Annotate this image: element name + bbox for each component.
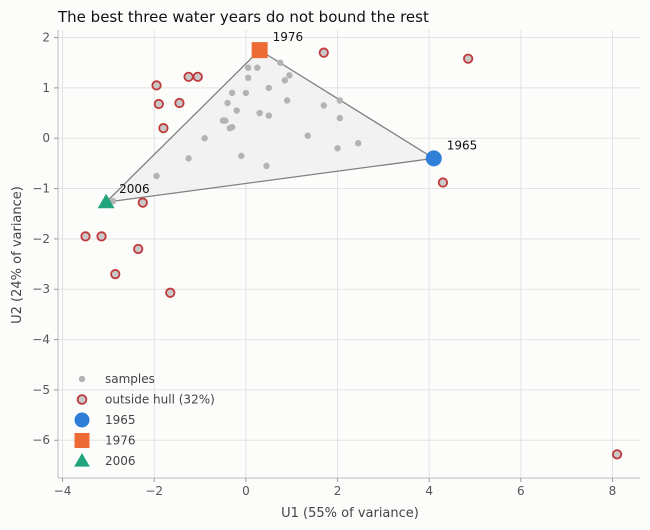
outside-hull-point xyxy=(183,71,194,82)
x-tick-label: −2 xyxy=(145,484,163,498)
outside-hull-point xyxy=(437,177,449,188)
sample-point xyxy=(201,135,208,142)
sample-point xyxy=(242,89,250,97)
legend-label: samples xyxy=(105,372,155,386)
x-tick-label: 4 xyxy=(425,484,433,498)
legend: samples outside hull (32%) 1965 1976 2006 xyxy=(74,372,215,468)
convex-hull xyxy=(104,49,436,204)
outside-hull-point xyxy=(153,98,164,110)
annotation-1965: 1965 xyxy=(447,138,478,152)
sample-point xyxy=(233,107,240,114)
annotation-1976: 1976 xyxy=(273,30,304,44)
sample-point xyxy=(228,89,236,97)
sample-point xyxy=(256,109,263,117)
y-tick-label: −3 xyxy=(32,282,50,296)
sample-point xyxy=(336,97,344,104)
sample-point xyxy=(254,64,261,71)
outside-hull-point xyxy=(192,71,203,82)
x-tick-label: 2 xyxy=(334,484,342,498)
x-axis-label: U1 (55% of variance) xyxy=(281,506,419,521)
outside-hull-point xyxy=(463,53,474,64)
outside-hull-point xyxy=(158,123,169,134)
legend-sample-marker xyxy=(78,375,86,383)
y-tick-label: −4 xyxy=(32,333,50,347)
legend-1976-marker xyxy=(74,433,90,448)
x-tick-label: −4 xyxy=(54,484,72,498)
sample-point xyxy=(281,77,289,84)
outside-hull-point xyxy=(133,243,144,255)
sample-point xyxy=(320,102,327,109)
sample-point xyxy=(224,99,231,107)
outside-hull-point xyxy=(80,231,91,242)
legend-label: outside hull (32%) xyxy=(105,393,215,407)
sample-point xyxy=(228,123,236,131)
y-tick-label: −6 xyxy=(32,433,50,447)
outside-hull-point xyxy=(165,287,176,298)
sample-point xyxy=(286,72,293,79)
sample-point xyxy=(277,59,284,66)
year-2006-marker xyxy=(97,193,115,209)
sample-point xyxy=(354,140,362,147)
y-tick-label: 0 xyxy=(42,131,50,145)
y-tick-label: 1 xyxy=(42,81,50,95)
sample-point xyxy=(153,172,160,180)
sample-point xyxy=(244,74,252,82)
year-1976-marker xyxy=(251,42,268,59)
sample-point xyxy=(334,145,341,152)
outside-hull-point xyxy=(110,269,121,280)
sample-point xyxy=(304,132,311,139)
outside-hull-point xyxy=(137,197,148,208)
point-annotations: 1976 1965 2006 xyxy=(119,30,477,196)
sample-point xyxy=(109,197,117,205)
outside-hull-point xyxy=(174,97,185,109)
sample-point xyxy=(222,117,229,124)
y-axis-label: U2 (24% of variance) xyxy=(10,186,25,324)
sample-point xyxy=(238,152,245,160)
sample-point xyxy=(283,97,291,104)
sample-point xyxy=(244,64,252,71)
hull-polygon xyxy=(104,49,436,204)
x-tick-label: 0 xyxy=(242,484,250,498)
tick-labels: −4 −2 0 2 4 6 8 2 1 0 −1 −2 −3 −4 −5 −6 xyxy=(32,31,616,498)
data-points xyxy=(80,42,623,460)
sample-point xyxy=(336,114,344,122)
axis-spines xyxy=(57,30,640,479)
chart-title: The best three water years do not bound … xyxy=(57,8,429,26)
legend-label: 1976 xyxy=(105,434,136,448)
outside-hull-point xyxy=(96,231,107,242)
outside-hull-point xyxy=(318,47,329,58)
sample-point xyxy=(185,155,192,162)
sample-point xyxy=(265,84,273,92)
sample-point xyxy=(265,112,273,119)
legend-2006-marker xyxy=(74,453,90,467)
y-tick-label: 2 xyxy=(42,31,50,45)
outside-hull-point xyxy=(151,80,162,91)
y-tick-label: −1 xyxy=(32,182,50,196)
sample-point xyxy=(263,162,270,170)
legend-1965-marker xyxy=(74,412,90,428)
outside-hull-point xyxy=(611,449,623,460)
y-tick-label: −2 xyxy=(32,232,50,246)
x-tick-label: 6 xyxy=(517,484,525,498)
x-tick-label: 8 xyxy=(609,484,617,498)
annotation-2006: 2006 xyxy=(119,182,150,196)
legend-outside-marker xyxy=(76,394,88,405)
legend-label: 2006 xyxy=(105,454,136,468)
year-1965-marker xyxy=(425,150,442,167)
grid-lines xyxy=(58,30,640,478)
y-tick-label: −5 xyxy=(32,383,50,397)
legend-label: 1965 xyxy=(105,413,136,427)
